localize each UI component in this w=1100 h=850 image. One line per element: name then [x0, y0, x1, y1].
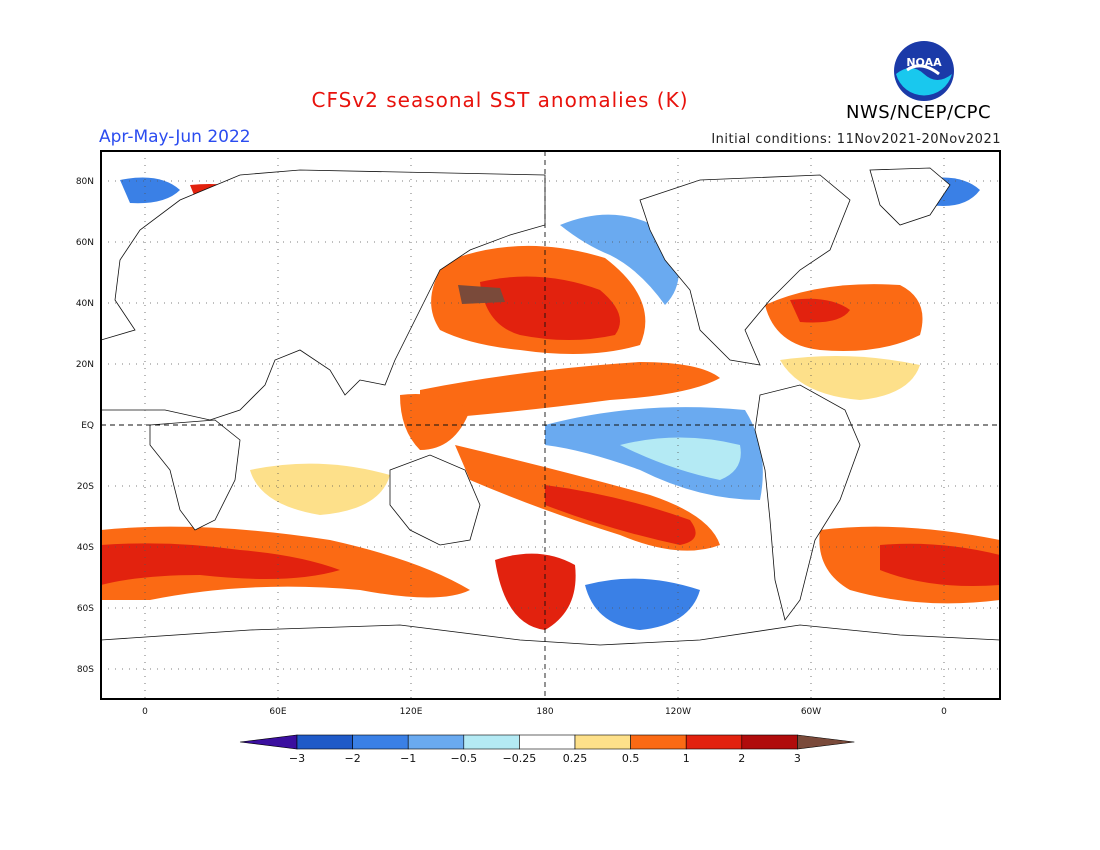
colorbar-label: 3 [794, 752, 801, 765]
lon-label: 0 [941, 707, 947, 717]
colorbar-label: −2 [344, 752, 360, 765]
lon-label: 180 [536, 707, 553, 717]
north-atlantic-strong-warm [790, 298, 850, 323]
lon-label: 60E [269, 707, 286, 717]
maritime-continent-warm [400, 394, 470, 450]
colorbar-swatch [630, 734, 687, 750]
kuroshio-warm-anomaly [458, 285, 505, 304]
lat-label: 60S [77, 604, 94, 614]
continent-africa-eurasia [101, 169, 546, 421]
gulf-alaska-cool-anomaly [560, 214, 679, 305]
colorbar-label: 2 [738, 752, 745, 765]
colorbar-swatch [463, 734, 520, 750]
tropical-atlantic-pale-warm [780, 356, 920, 400]
tasman-warm-anomaly [495, 553, 576, 630]
colorbar-label: −3 [289, 752, 305, 765]
north-pacific-strong-warm-anomaly [480, 276, 620, 340]
lon-label: 0 [142, 707, 148, 717]
longitude-labels: 0 60E 120E 180 120W 60W 0 [142, 707, 947, 717]
lat-label: 80S [77, 665, 94, 675]
lon-label: 120W [665, 707, 691, 717]
forecast-period-label: Apr-May-Jun 2022 [99, 127, 251, 147]
indian-ocean-pale-warm [250, 463, 390, 515]
lat-label: 60N [76, 238, 94, 248]
colorbar-swatch [685, 734, 743, 750]
colorbar-right-arrow [797, 734, 855, 750]
noaa-logo-text: NOAA [906, 56, 942, 69]
map-title: CFSv2 seasonal SST anomalies (K) [311, 88, 689, 112]
southern-ocean-strong-warm [101, 543, 340, 585]
colorbar-swatch [741, 734, 798, 750]
barents-cool-left [120, 177, 180, 204]
tropical-pacific-warm-band [420, 362, 720, 420]
north-atlantic-warm-anomaly [765, 284, 923, 351]
lat-label: 40N [76, 299, 94, 309]
gridlines [101, 151, 1000, 699]
colorbar-label: 0.25 [563, 752, 588, 765]
lat-label: 20N [76, 360, 94, 370]
colorbar-label: −1 [400, 752, 416, 765]
continent-south-america [754, 384, 861, 621]
latitude-labels: 80N 60N 40N 20N EQ 20S 40S 60S 80S [76, 177, 94, 675]
coastlines [101, 167, 1000, 699]
continent-north-america [639, 174, 851, 366]
south-pacific-strong-warm [545, 485, 696, 545]
continent-africa-south [149, 419, 241, 531]
lat-label: 20S [77, 482, 94, 492]
lat-label: 40S [77, 543, 94, 553]
equatorial-pacific-pale-cool [620, 437, 741, 480]
colorbar-swatch [296, 734, 353, 750]
colorbar-label: 0.5 [622, 752, 640, 765]
colorbar-swatch [352, 734, 409, 750]
colorbar-label: 1 [683, 752, 690, 765]
lat-label: 80N [76, 177, 94, 187]
south-atlantic-strong-warm [880, 543, 1000, 586]
colorbar-swatch [407, 734, 465, 750]
continent-australia [389, 454, 481, 546]
initial-conditions-label: Initial conditions: 11Nov2021-20Nov2021 [711, 132, 1001, 147]
continent-greenland [869, 167, 951, 226]
agency-label: NWS/NCEP/CPC [846, 102, 992, 123]
lon-label: 120E [400, 707, 423, 717]
colorbar: −3 −2 −1 −0.5 −0.25 0.25 0.5 1 2 3 [239, 734, 855, 765]
colorbar-swatch [519, 734, 576, 750]
continent-antarctica [101, 624, 1000, 699]
reference-lines [101, 151, 1000, 699]
noaa-logo-icon: NOAA [894, 41, 954, 101]
colorbar-swatch [574, 734, 631, 750]
colorbar-label: −0.5 [450, 752, 477, 765]
southern-ocean-pacific-cool [585, 578, 700, 630]
lat-label: EQ [81, 421, 94, 431]
colorbar-left-arrow [239, 734, 298, 750]
lon-label: 60W [801, 707, 821, 717]
colorbar-label: −0.25 [503, 752, 537, 765]
map-frame [100, 150, 1001, 700]
anomaly-field [101, 167, 1000, 699]
